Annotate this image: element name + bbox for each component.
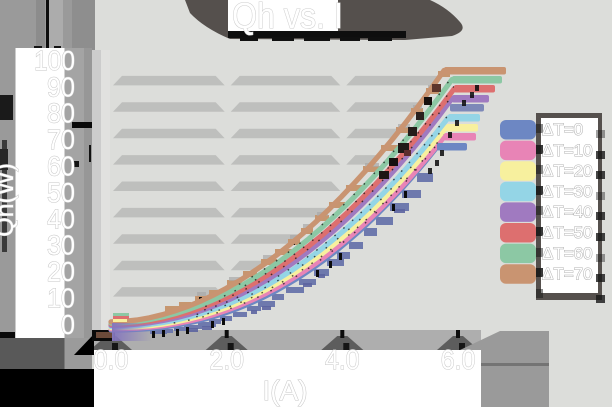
svg-text:0: 0 [61, 309, 75, 340]
svg-text:60: 60 [47, 151, 75, 182]
svg-text:10: 10 [47, 283, 75, 314]
svg-text:ΔT=30: ΔT=30 [542, 182, 593, 201]
svg-text:100: 100 [34, 45, 75, 76]
svg-text:90: 90 [47, 71, 75, 102]
svg-text:2.0: 2.0 [209, 344, 244, 375]
svg-text:I(A): I(A) [262, 375, 307, 406]
svg-text:20: 20 [47, 256, 75, 287]
svg-text:Qh vs. I: Qh vs. I [232, 0, 343, 36]
svg-text:ΔT=50: ΔT=50 [542, 223, 593, 242]
svg-text:Qh(W): Qh(W) [0, 163, 19, 237]
svg-text:30: 30 [47, 230, 75, 261]
svg-text:50: 50 [47, 177, 75, 208]
svg-text:ΔT=60: ΔT=60 [542, 244, 593, 263]
svg-text:80: 80 [47, 98, 75, 129]
svg-text:70: 70 [47, 124, 75, 155]
svg-text:ΔT=70: ΔT=70 [542, 264, 593, 283]
svg-text:0.0: 0.0 [94, 344, 129, 375]
svg-text:ΔT=40: ΔT=40 [542, 203, 593, 222]
svg-text:4.0: 4.0 [325, 344, 360, 375]
svg-text:ΔT=20: ΔT=20 [542, 161, 593, 180]
svg-text:ΔT=10: ΔT=10 [542, 141, 593, 160]
svg-text:6.0: 6.0 [441, 344, 476, 375]
svg-text:40: 40 [47, 203, 75, 234]
svg-text:ΔT=0: ΔT=0 [542, 120, 583, 139]
